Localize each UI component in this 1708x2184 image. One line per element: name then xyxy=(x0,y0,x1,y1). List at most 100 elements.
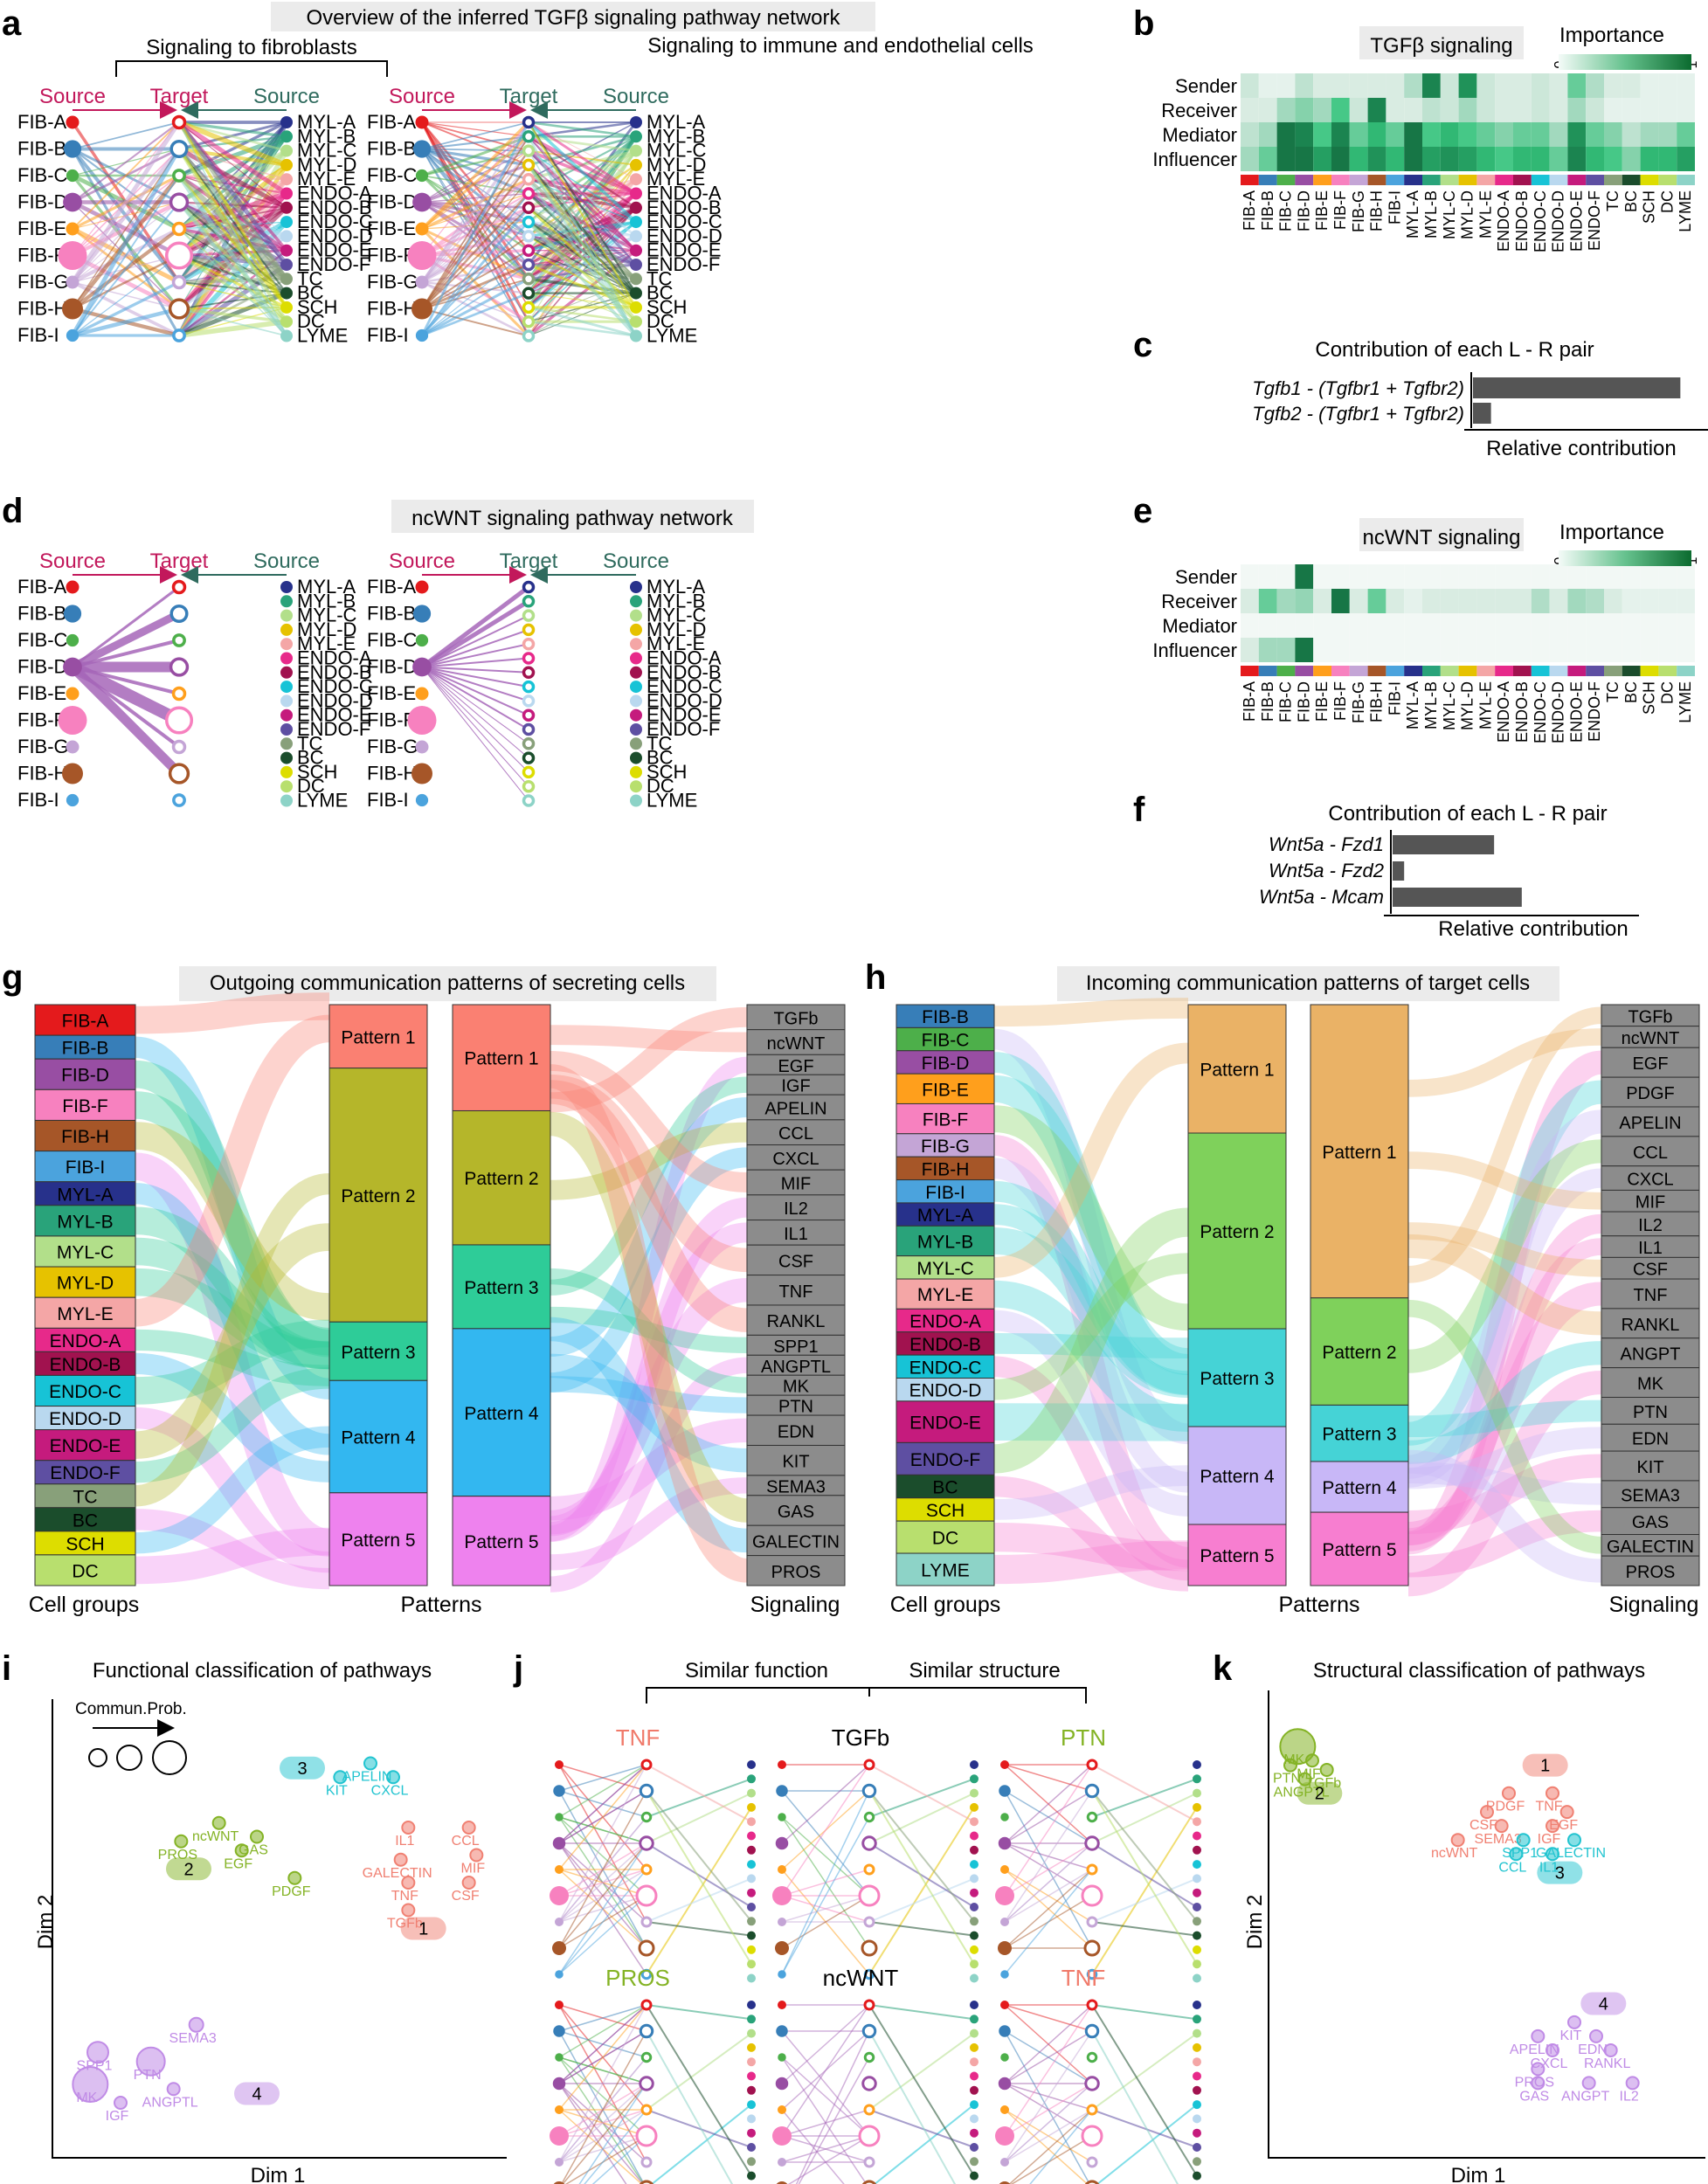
signal-label: PROS xyxy=(771,1563,821,1582)
heatmap-cell xyxy=(1367,589,1386,613)
target-node xyxy=(522,652,536,665)
mini-edge xyxy=(558,2004,647,2163)
source-node xyxy=(58,706,87,735)
source-node xyxy=(280,723,293,736)
mini-source-node xyxy=(1193,2071,1201,2081)
mini-target-node xyxy=(640,1759,653,1771)
network-edge xyxy=(528,121,637,294)
cell-label: ENDO-E xyxy=(647,239,722,261)
cell-group-box xyxy=(895,1050,995,1075)
cell-group-label: FIB-H xyxy=(61,1127,109,1147)
network-edge xyxy=(527,178,638,337)
mini-edge xyxy=(558,1869,647,1975)
mini-source-node xyxy=(555,2001,564,2009)
signal-label: SEMA3 xyxy=(1621,1486,1680,1505)
mini-edge xyxy=(1004,1790,1093,1844)
mini-edge xyxy=(558,1764,647,1870)
cell-group-box xyxy=(895,1179,995,1204)
column-color-bar xyxy=(1422,175,1441,185)
scatter-point xyxy=(1509,1847,1524,1862)
scatter-point xyxy=(1516,1833,1531,1848)
panel-h-patterns-label: Patterns xyxy=(1278,1593,1359,1617)
scatter-label: IGF xyxy=(106,2109,129,2124)
panel-letter-j: j xyxy=(513,1649,523,1688)
pattern-label: Pattern 5 xyxy=(341,1531,415,1551)
panel-g-patterns-label: Patterns xyxy=(400,1593,481,1617)
heatmap-cell xyxy=(1386,147,1405,171)
mini-source-node xyxy=(553,2181,565,2184)
heatmap-cell xyxy=(1476,564,1496,589)
cell-group-box xyxy=(34,1058,136,1090)
mini-source-node xyxy=(1193,1945,1201,1954)
mini-target-node xyxy=(1086,2051,1098,2063)
column-label: FIB-H xyxy=(1368,190,1386,232)
column-label: ENDO-D xyxy=(1550,190,1567,252)
cell-label: ENDO-F xyxy=(647,718,720,740)
fib-label: FIB-H xyxy=(367,763,417,784)
sankey-flow xyxy=(1407,1510,1602,1578)
scatter-point xyxy=(469,1848,484,1863)
sankey-flow xyxy=(992,1028,1190,1445)
cell-label: SCH xyxy=(297,296,337,318)
pattern-box xyxy=(452,1004,551,1111)
network-edge xyxy=(528,121,637,195)
heatmap-cell xyxy=(1276,73,1296,98)
panel-a-header-box xyxy=(271,2,875,31)
mini-edge xyxy=(781,1895,870,1949)
dynamic-layer: Source Target SourceFIB-AFIB-BFIB-CFIB-DFI… xyxy=(17,54,1708,2184)
sankey-flow xyxy=(993,1476,1189,1592)
heatmap-cell xyxy=(1440,122,1459,147)
mini-source-node xyxy=(1193,1874,1201,1883)
heatmap-cell xyxy=(1604,73,1622,98)
source-label: Source xyxy=(603,85,669,108)
sankey-flow xyxy=(992,1052,1190,1375)
column-color-bar xyxy=(1567,175,1587,185)
panel-k-ylabel: Dim 2 xyxy=(1243,1895,1267,1950)
mini-edge xyxy=(781,1790,870,1897)
signal-box xyxy=(746,1304,846,1336)
scatter-point xyxy=(114,2096,128,2110)
mini-target-node xyxy=(861,1783,877,1799)
cell-group-label: FIB-E xyxy=(922,1080,969,1100)
target-node xyxy=(522,273,536,286)
sankey-flow xyxy=(549,1222,749,1537)
sankey-flow xyxy=(550,1357,748,1593)
mini-edge xyxy=(646,2004,752,2177)
heatmap-cell xyxy=(1404,638,1422,662)
signal-box xyxy=(746,1029,846,1055)
heatmap-cell xyxy=(1404,564,1422,589)
mini-source-node xyxy=(995,1886,1014,1905)
column-color-bar xyxy=(1258,666,1277,676)
mini-source-node xyxy=(970,1760,978,1769)
mini-source-node xyxy=(747,1774,756,1784)
cell-group-box xyxy=(34,1531,136,1556)
mini-edge xyxy=(868,2004,975,2021)
heatmap-cell xyxy=(1367,147,1386,171)
heatmap-cell xyxy=(1422,147,1441,171)
cell-group-label: FIB-B xyxy=(62,1039,109,1059)
heatmap-cell xyxy=(1276,613,1296,638)
mini-source-node xyxy=(970,1959,978,1969)
sankey-flow xyxy=(135,1352,330,1482)
fib-label: FIB-C xyxy=(367,629,418,651)
network-edge xyxy=(421,667,529,773)
heatmap-cell xyxy=(1549,589,1568,613)
heatmap-cell xyxy=(1549,147,1568,171)
network-edge xyxy=(178,319,287,338)
cell-group-box xyxy=(34,1205,136,1237)
mini-edge xyxy=(1091,2004,1198,2177)
sankey-flow xyxy=(549,1317,749,1553)
source-node xyxy=(280,301,293,314)
mini-edge xyxy=(558,2056,647,2137)
fib-label: FIB-C xyxy=(367,164,418,186)
heatmap-cell xyxy=(1476,147,1496,171)
column-label: LYME xyxy=(1677,681,1694,723)
heatmap-cell xyxy=(1404,613,1422,638)
source-node xyxy=(415,687,429,701)
heatmap-cell xyxy=(1422,564,1441,589)
column-label: ENDO-C xyxy=(1532,681,1549,743)
heatmap-cell xyxy=(1531,98,1550,122)
cell-label: SCH xyxy=(647,761,687,783)
panel-k-xlabel: Dim 1 xyxy=(1451,2164,1506,2184)
heatmap-cell xyxy=(1313,73,1331,98)
